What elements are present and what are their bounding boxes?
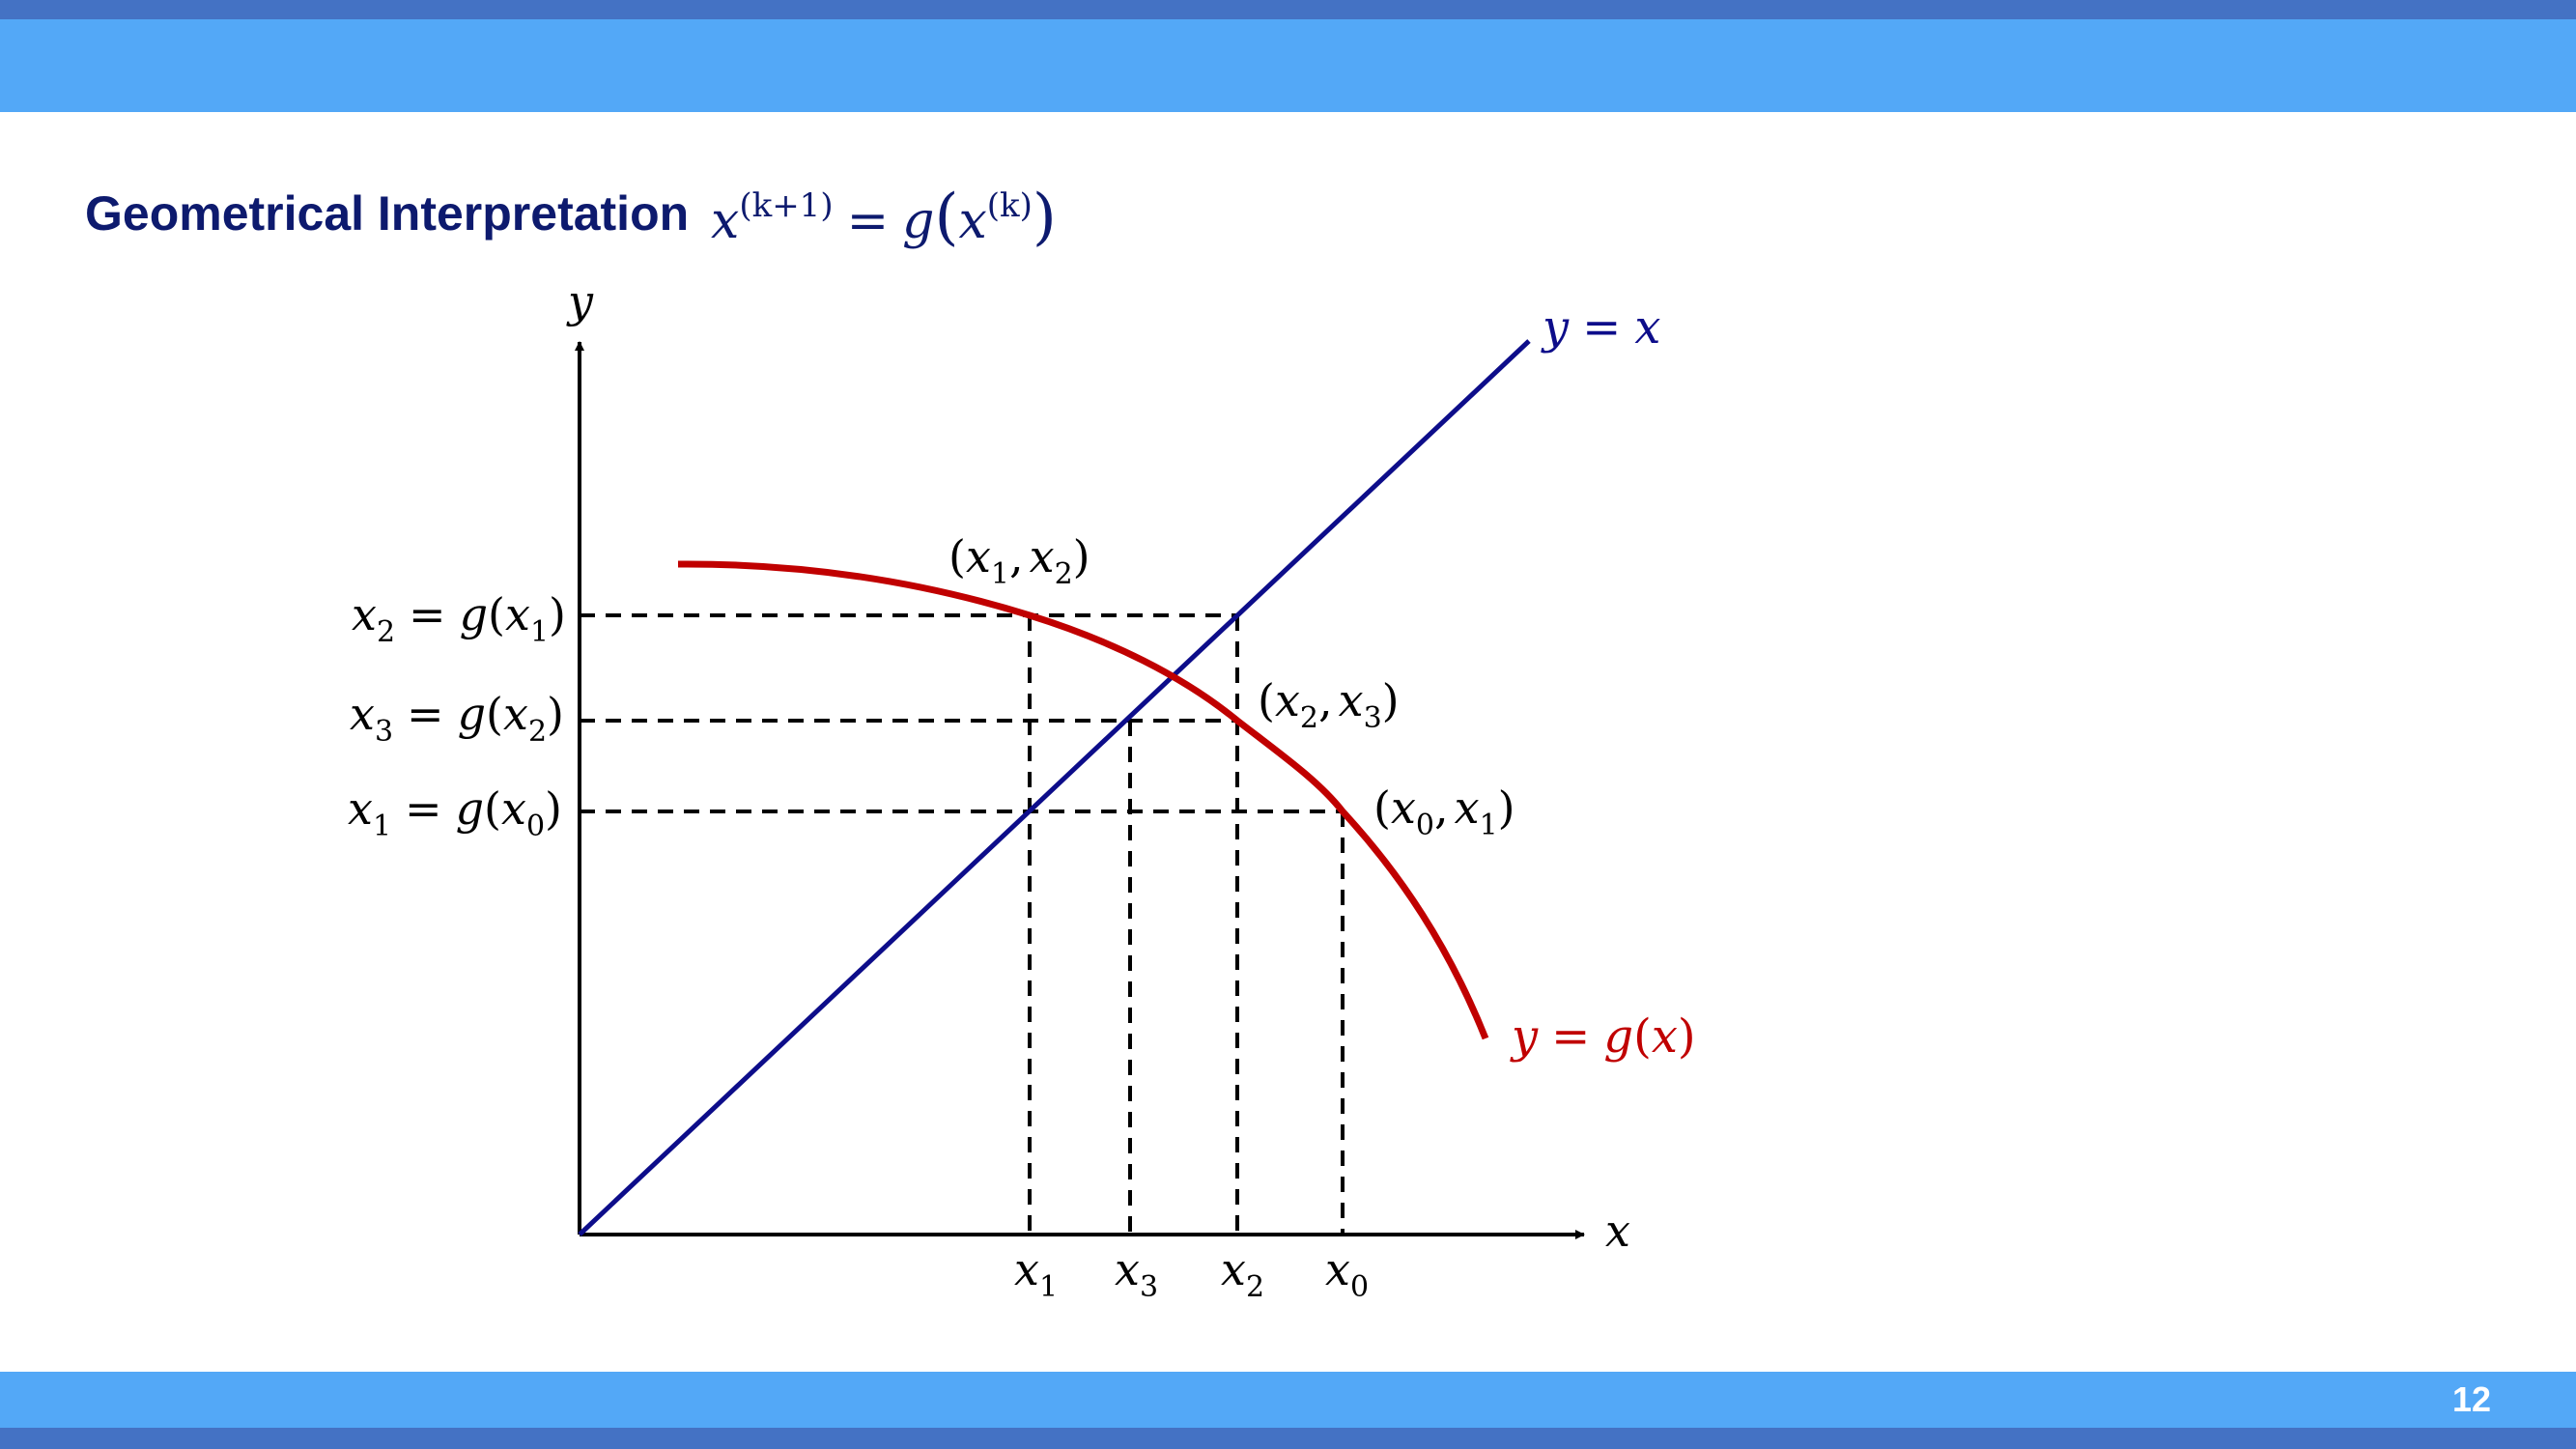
y-labels: x2 = g(x1) x3 = g(x2) x1 = g(x0) [348,588,566,843]
bottom-rule [0,1428,2576,1449]
x-tick-labels: x1 x3 x2 x0 [1014,1243,1369,1304]
identity-line [578,339,1531,1236]
x-tick-x3: x3 [1115,1243,1158,1304]
iteration-formula: x(k+1) = g(x(k)) [711,182,1057,253]
page-number: 12 [2451,1379,2491,1419]
g-curve [677,560,1489,1040]
point-labels: (x1, x2) (x2, x3) (x0, x1) [948,530,1515,842]
x-tick-x1: x1 [1014,1243,1058,1304]
y-label-x1: x1 = g(x0) [348,782,562,843]
x-tick-x2: x2 [1221,1243,1264,1304]
header-band [0,19,2576,112]
y-label-x2: x2 = g(x1) [352,588,566,649]
point-label-x1-x2: (x1, x2) [948,530,1090,591]
point-label-x2-x3: (x2, x3) [1258,674,1400,735]
g-curve-label: y = g(x) [1510,1009,1696,1064]
identity-label: y = x [1541,300,1660,355]
x-tick-x0: x0 [1325,1243,1369,1304]
point-label-x0-x1: (x0, x1) [1373,781,1515,842]
x-axis-label: x [1605,1205,1630,1257]
dashed-guides [580,613,1345,1235]
slide-title: Geometrical Interpretation [85,186,690,241]
y-axis-label: y [566,275,594,327]
footer-band [0,1372,2576,1428]
y-label-x3: x3 = g(x2) [350,688,564,749]
top-rule [0,0,2576,19]
